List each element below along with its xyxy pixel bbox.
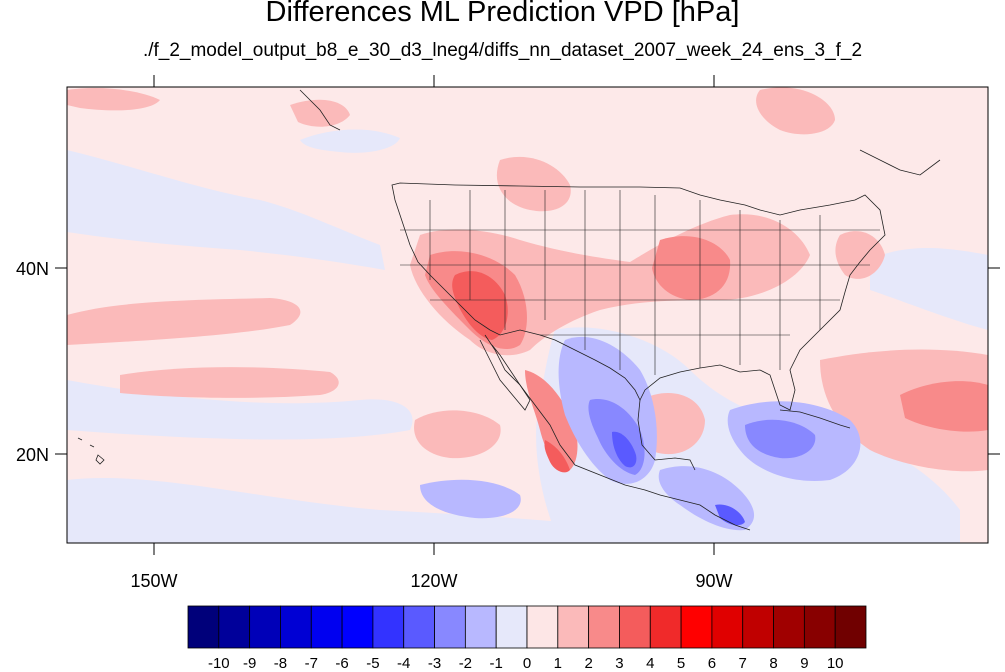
colorbar-label: -7: [305, 655, 318, 672]
colorbar-swatch: [834, 605, 867, 649]
colorbar-swatch: [403, 605, 435, 649]
colorbar-swatch: [680, 605, 713, 649]
colorbar-label: -3: [428, 655, 441, 672]
contour-field: [67, 87, 988, 543]
hawaii: [77, 437, 105, 465]
map-title: Differences ML Prediction VPD [hPa]: [265, 0, 740, 28]
lat-label-40n: 40N: [16, 259, 49, 279]
colorbar-swatch: [310, 605, 343, 649]
coastlines: [77, 89, 941, 531]
contour-neg2-pacific-south: [420, 479, 521, 519]
colorbar-swatch: [619, 605, 651, 649]
baja-outline: [479, 339, 531, 411]
colorbar-swatch: [557, 605, 590, 649]
contour-pos4-arizona: [452, 271, 508, 340]
colorbar-swatch: [372, 605, 405, 649]
colorbar-label: -10: [208, 655, 230, 672]
colorbar-label: -5: [366, 655, 379, 672]
colorbar-label: -6: [335, 655, 348, 672]
colorbar-swatch: [218, 605, 251, 649]
colorbar-swatch: [649, 605, 682, 649]
colorbar-swatch: [434, 605, 466, 649]
contour-pos2-alaska: [67, 88, 160, 111]
colorbar: -10 -9 -8 -7 -6 -5 -4 -3 -2 -1 0 1 2 3 4 5 6 7 8 9 10: [187, 605, 867, 672]
colorbar-label: 4: [646, 655, 654, 672]
contour-neg1-east-atlantic: [870, 248, 988, 330]
colorbar-label: 7: [739, 655, 747, 672]
contour-neg1-alaska: [300, 129, 400, 153]
colorbar-swatch: [711, 605, 744, 649]
colorbar-label: 0: [523, 655, 531, 672]
contour-pos3-midwest: [652, 236, 731, 300]
contour-pos4-coast: [544, 440, 570, 473]
colorbar-label: -9: [243, 655, 256, 672]
colorbar-label: 1: [554, 655, 562, 672]
lon-label-120w: 120W: [410, 571, 457, 591]
contour-pos2-northeast: [835, 231, 885, 279]
colorbar-label: 6: [708, 655, 716, 672]
us-outline: [391, 182, 886, 411]
contour-pos2-hudson: [756, 87, 835, 135]
colorbar-swatch: [280, 605, 312, 649]
colorbar-label: 3: [615, 655, 623, 672]
contour-neg1-southern: [67, 477, 660, 543]
colorbar-label: -1: [490, 655, 503, 672]
map-frame: [66, 86, 989, 544]
colorbar-swatch: [742, 605, 774, 649]
contour-neg1-north-pacific: [67, 150, 385, 270]
colorbar-label: -8: [274, 655, 287, 672]
colorbar-label: 9: [800, 655, 808, 672]
state-borders: [400, 190, 880, 375]
colorbar-swatch: [526, 605, 559, 649]
colorbar-label: -4: [397, 655, 410, 672]
contour-pos3-atlantic: [900, 381, 988, 432]
colorbar-label: 5: [677, 655, 685, 672]
colorbar-label: 10: [827, 655, 844, 672]
canada-coast: [299, 89, 941, 176]
axis-ticks: [55, 75, 1000, 555]
colorbar-swatch: [495, 605, 528, 649]
cuba: [779, 409, 851, 429]
contour-pos2-mid-pacific: [120, 367, 339, 398]
contour-pos2-canada-west: [290, 99, 350, 127]
colorbar-swatch: [588, 605, 620, 649]
colorbar-swatch: [464, 605, 497, 649]
lat-label-20n: 20N: [16, 445, 49, 465]
colorbar-swatch: [773, 605, 805, 649]
colorbar-swatch: [187, 605, 220, 649]
lon-label-150w: 150W: [130, 571, 177, 591]
lon-label-90w: 90W: [695, 571, 732, 591]
contour-pos2-great-plains: [496, 156, 571, 212]
colorbar-swatch: [249, 605, 281, 649]
colorbar-label: 8: [769, 655, 777, 672]
colorbar-swatch: [341, 605, 374, 649]
contour-neg4-mexico: [612, 431, 637, 468]
contour-pos2-east-pacific: [67, 298, 301, 345]
map-subtitle: ./f_2_model_output_b8_e_30_d3_lneg4/diff…: [142, 40, 863, 61]
mexico-outline: [484, 334, 751, 531]
contour-pos2-baja-offshore: [414, 410, 501, 459]
contour-pos3-mexico-coast: [525, 370, 578, 470]
colorbar-swatch: [803, 605, 836, 649]
contour-neg4-central: [715, 504, 745, 526]
colorbar-label: 2: [584, 655, 592, 672]
colorbar-label: -2: [459, 655, 472, 672]
contour-neg3-caribbean: [745, 419, 816, 459]
